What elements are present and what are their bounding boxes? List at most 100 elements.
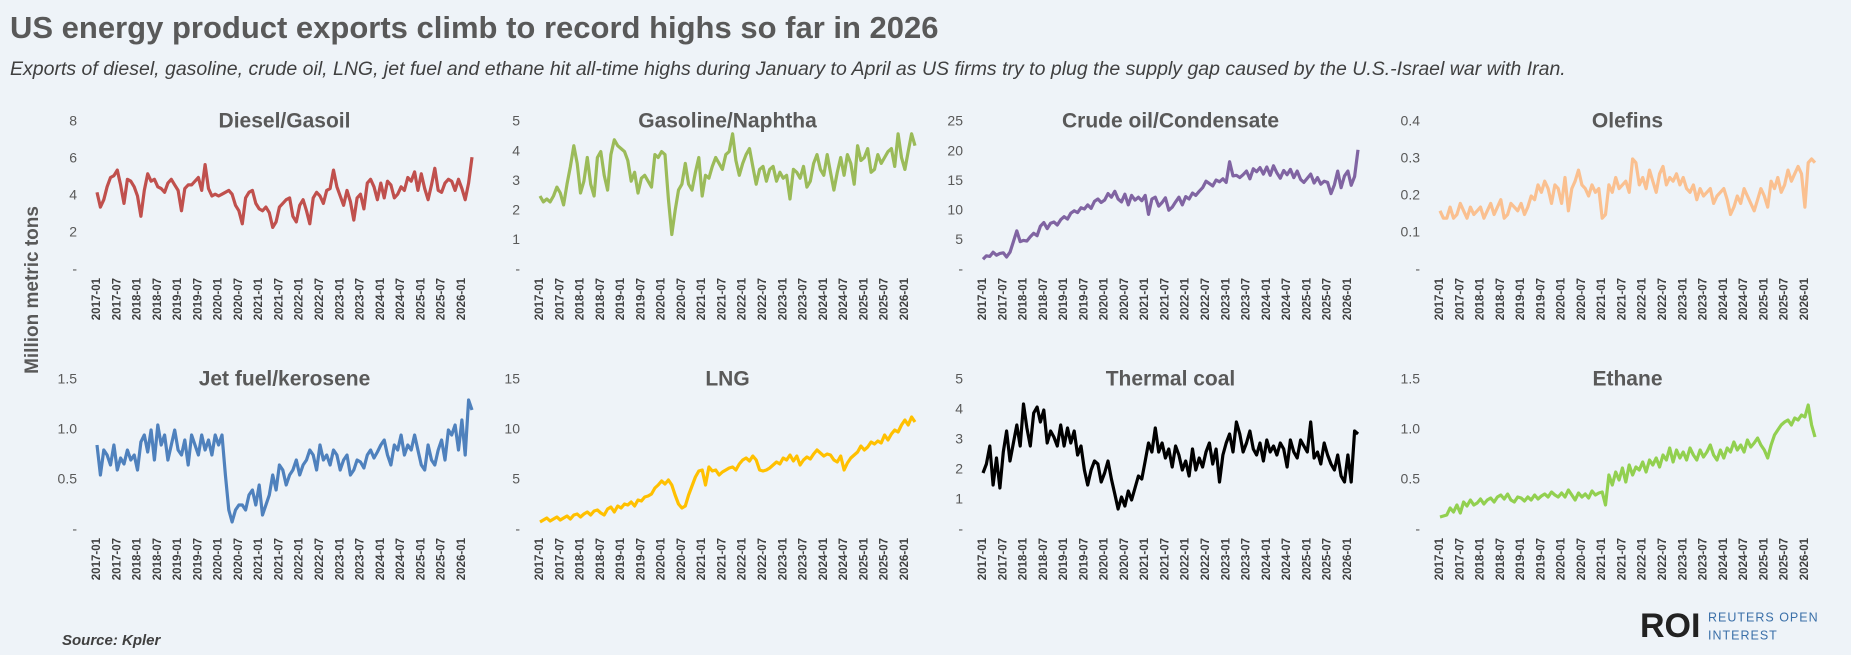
y-tick-label: - [72,521,77,537]
title: US energy product exports climb to recor… [10,10,939,45]
y-tick-label: 20 [947,142,963,158]
y-tick-label: 4 [69,187,77,203]
x-tick-label: 2019-01 [1515,537,1527,580]
x-tick-label: 2025-01 [415,277,427,320]
x-tick-label: 2018-07 [595,278,607,320]
x-tick-label: 2024-01 [1718,537,1730,580]
x-tick-label: 2020-07 [1119,278,1131,320]
source: Source: Kpler [62,632,162,649]
x-tick-label: 2018-07 [1038,278,1050,320]
line [538,132,917,237]
x-tick-label: 2018-07 [152,278,164,320]
x-tick-label: 2023-07 [355,538,367,580]
x-tick-label: 2024-07 [395,278,407,320]
line [1438,157,1817,220]
x-tick-label: 2025-01 [1301,537,1313,580]
y-tick-label: 0.2 [1401,187,1421,203]
x-tick-label: 2018-07 [595,538,607,580]
subtitle: Exports of diesel, gasoline, crude oil, … [10,58,1566,80]
x-tick-label: 2018-07 [152,538,164,580]
panel-title: Gasoline/Naphtha [638,110,817,133]
x-tick-label: 2017-01 [534,537,546,580]
x-tick-label: 2017-07 [997,278,1009,320]
panel-title: Jet fuel/kerosene [199,368,371,391]
x-tick-label: 2023-07 [1241,278,1253,320]
x-tick-label: 2020-01 [1556,277,1568,320]
x-tick-label: 2020-07 [1576,278,1588,320]
x-tick-label: 2024-07 [1738,278,1750,320]
y-axis-label: Million metric tons [22,206,43,374]
y-tick-label: 3 [512,172,520,188]
x-tick-label: 2019-01 [1058,537,1070,580]
x-tick-label: 2023-01 [777,277,789,320]
x-tick-label: 2023-07 [798,538,810,580]
x-tick-label: 2023-01 [777,537,789,580]
x-tick-label: 2020-01 [656,537,668,580]
x-tick-label: 2017-07 [111,538,123,580]
x-tick-label: 2019-07 [1535,538,1547,580]
x-tick-label: 2026-01 [456,537,468,580]
x-tick-label: 2026-01 [1799,537,1811,580]
y-tick-label: 1.5 [58,371,78,387]
x-tick-label: 2017-07 [1454,278,1466,320]
x-tick-label: 2022-01 [1180,537,1192,580]
y-tick-label: 2 [512,202,520,218]
x-tick-label: 2017-07 [554,278,566,320]
x-tick-label: 2022-07 [314,278,326,320]
y-tick-label: 1.0 [58,421,78,437]
x-tick-label: 2018-07 [1495,278,1507,320]
x-tick-label: 2018-07 [1038,538,1050,580]
x-tick-label: 2022-01 [737,537,749,580]
x-tick-label: 2018-01 [575,277,587,320]
y-tick-label: 2 [955,461,963,477]
x-tick-label: 2022-07 [1657,538,1669,580]
y-tick-label: 6 [69,150,77,166]
x-tick-label: 2023-07 [1241,538,1253,580]
y-tick-label: 0.4 [1401,113,1421,129]
x-tick-label: 2020-07 [233,538,245,580]
x-tick-label: 2020-07 [1119,538,1131,580]
x-tick-label: 2021-01 [696,537,708,580]
y-tick-label: 1 [955,491,963,507]
x-tick-label: 2025-07 [436,278,448,320]
x-tick-label: 2019-07 [1078,278,1090,320]
y-tick-label: - [72,261,77,277]
x-tick-label: 2021-01 [1139,277,1151,320]
x-tick-label: 2024-01 [375,277,387,320]
y-tick-label: 5 [512,113,520,129]
y-tick-label: 3 [955,431,963,447]
x-tick-label: 2026-01 [456,277,468,320]
y-tick-label: 10 [947,202,963,218]
x-tick-label: 2026-01 [1799,277,1811,320]
x-tick-label: 2019-01 [1058,277,1070,320]
x-tick-label: 2026-01 [1342,277,1354,320]
logo-text: INTEREST [1708,628,1778,642]
x-tick-label: 2022-07 [1200,278,1212,320]
x-tick-label: 2018-01 [1018,277,1030,320]
line [981,402,1360,511]
x-tick-label: 2021-01 [253,537,265,580]
x-tick-label: 2018-01 [132,277,144,320]
x-tick-label: 2019-01 [172,277,184,320]
x-tick-label: 2024-07 [1281,278,1293,320]
x-tick-label: 2023-01 [1677,277,1689,320]
x-tick-label: 2021-07 [273,278,285,320]
x-tick-label: 2021-07 [1159,278,1171,320]
x-tick-label: 2017-01 [977,277,989,320]
x-tick-label: 2022-01 [1637,277,1649,320]
x-tick-label: 2017-01 [91,537,103,580]
x-tick-label: 2026-01 [899,277,911,320]
x-tick-label: 2022-01 [294,537,306,580]
logo-mark: ROI [1640,607,1700,645]
x-tick-label: 2021-07 [1616,538,1628,580]
y-tick-label: - [958,521,963,537]
x-tick-label: 2022-01 [1637,537,1649,580]
x-tick-label: 2021-07 [716,278,728,320]
x-tick-label: 2025-01 [415,537,427,580]
x-tick-label: 2022-07 [1657,278,1669,320]
x-tick-label: 2023-07 [355,278,367,320]
x-tick-label: 2018-01 [1018,537,1030,580]
x-tick-label: 2022-07 [757,278,769,320]
x-tick-label: 2019-01 [615,537,627,580]
